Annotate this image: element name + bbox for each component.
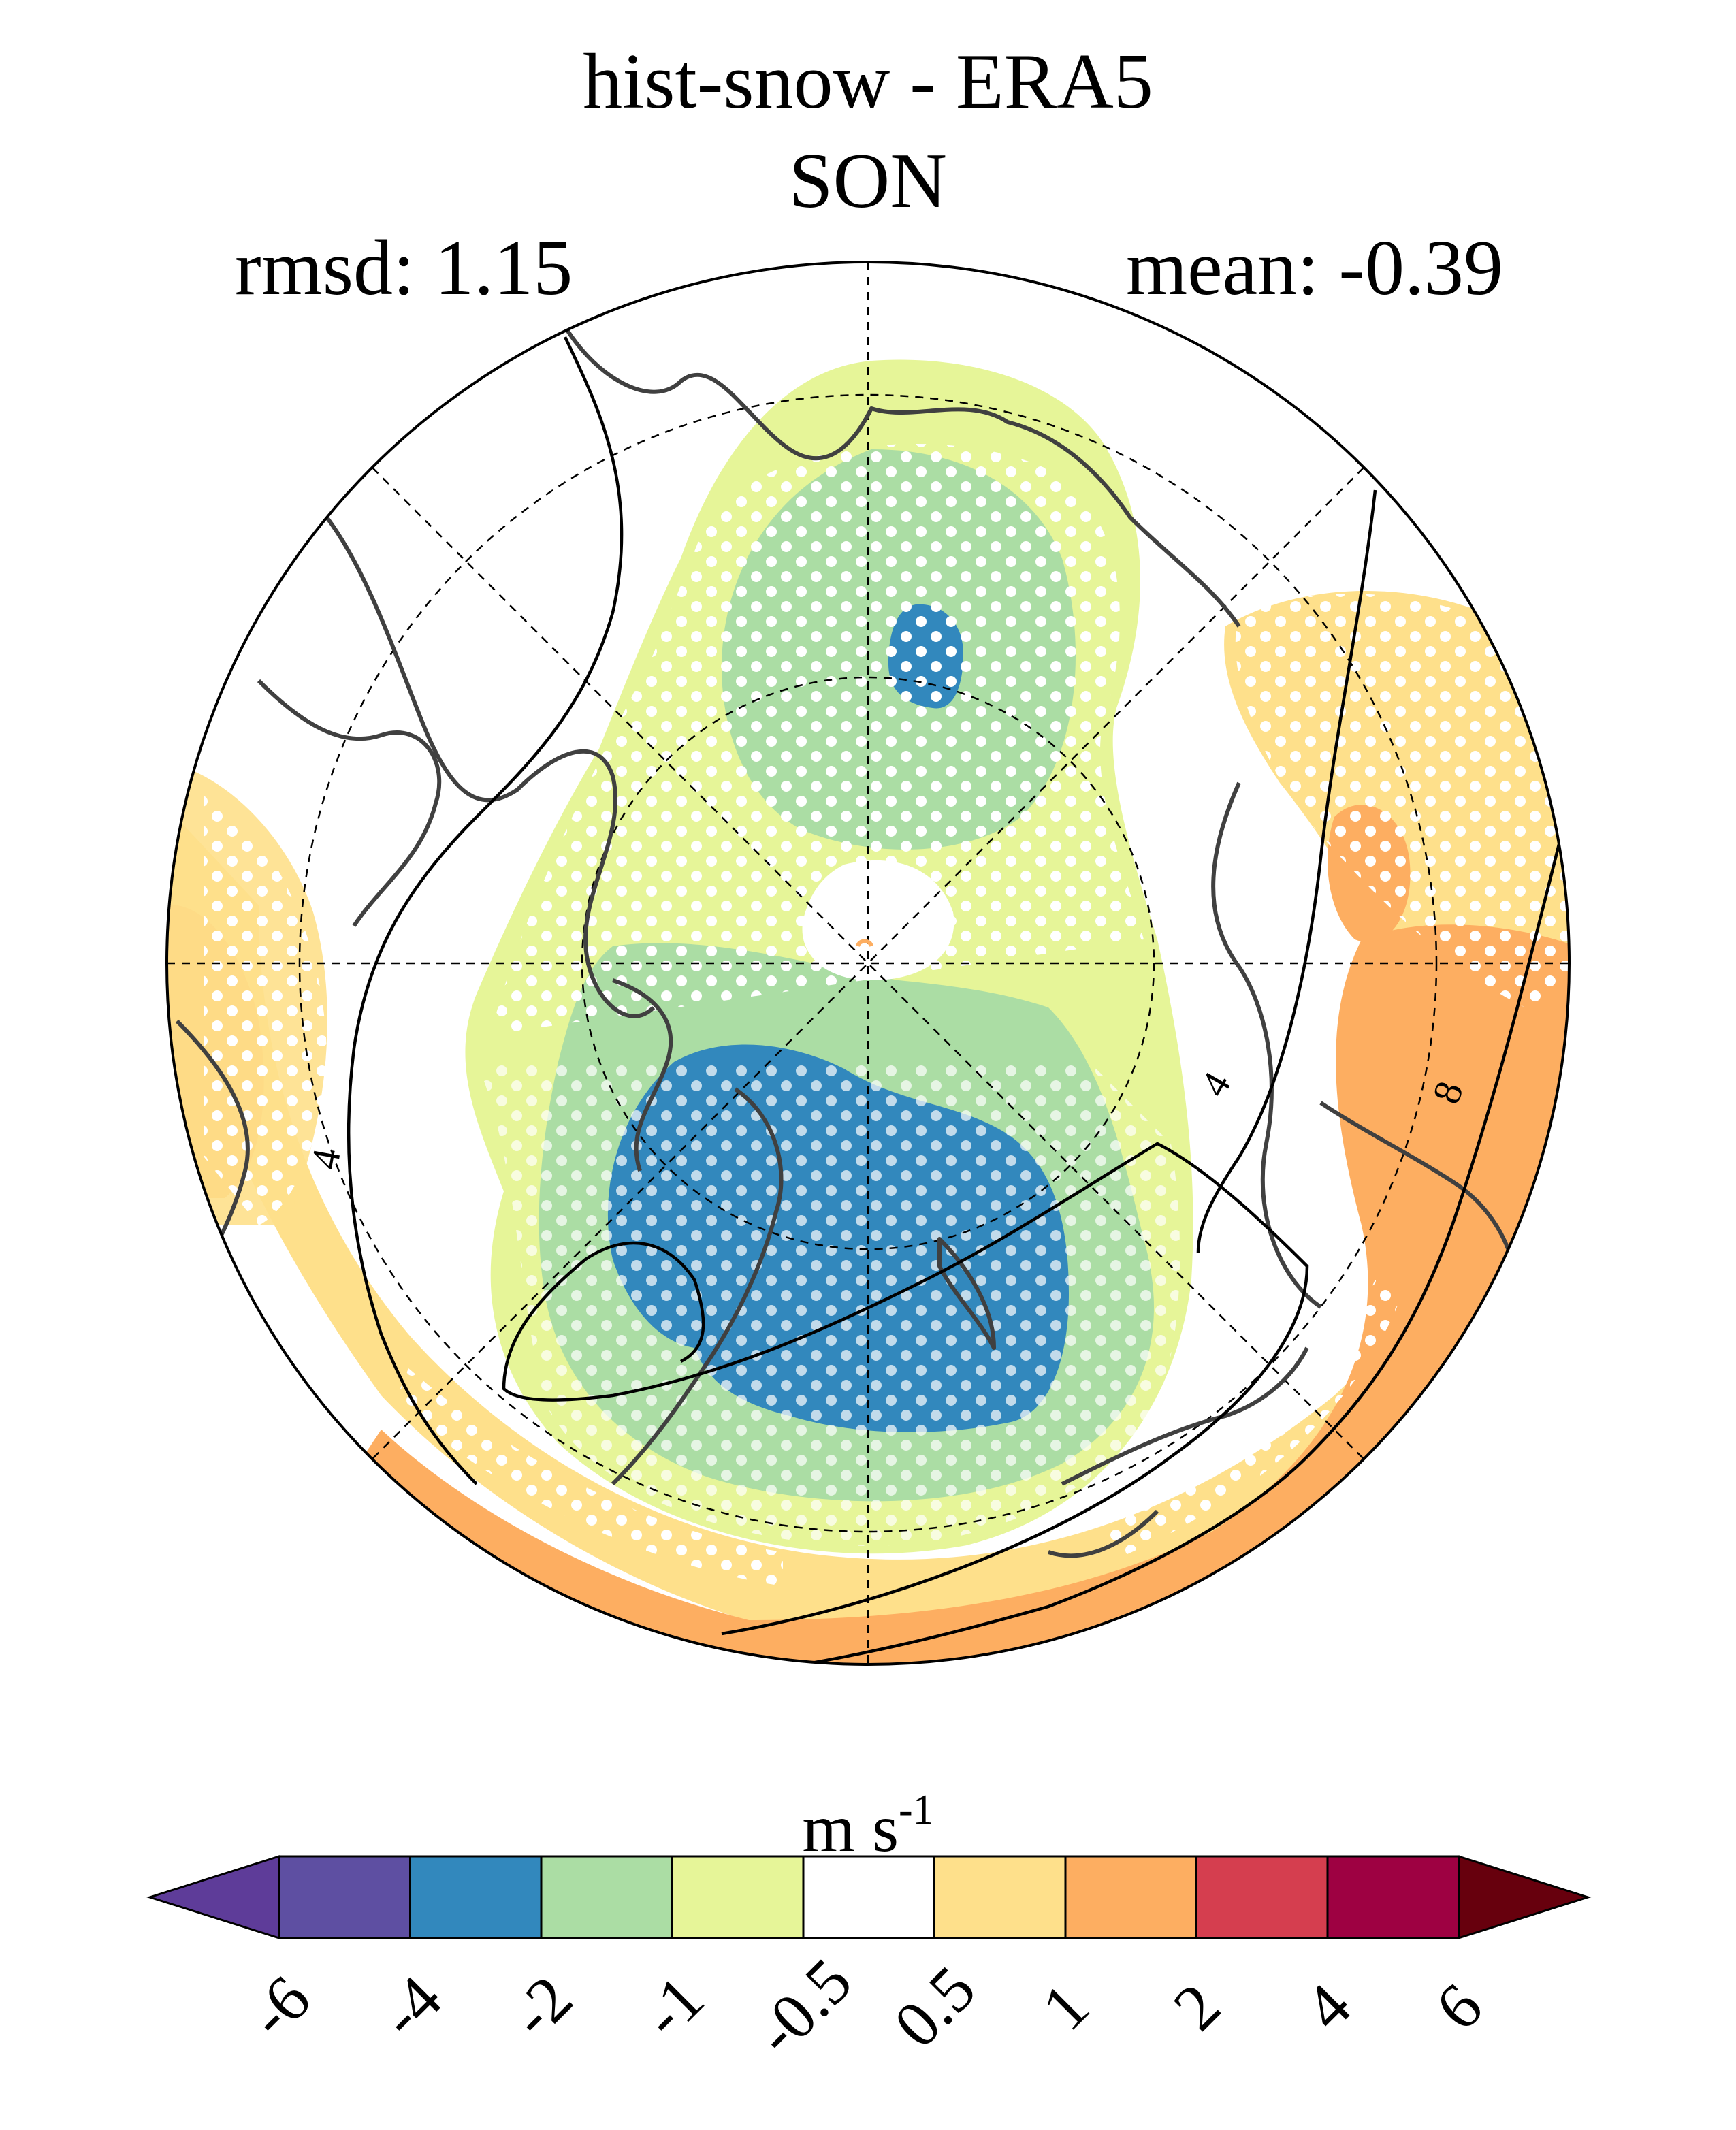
plot-title: hist-snow - ERA5: [583, 38, 1153, 125]
colorbar-box: [1064, 1855, 1197, 1939]
colorbar-box: [278, 1855, 411, 1939]
colorbar-box: [540, 1855, 673, 1939]
stipple-east: [1235, 594, 1569, 1007]
stipple-south: [477, 1062, 1180, 1546]
stipple-north: [490, 444, 1144, 1035]
stipple-bottom: [395, 1280, 1402, 1586]
colorbar-extend-low: [146, 1854, 280, 1940]
colorbar-tick-label: -0.5: [741, 1944, 866, 2069]
graticule: [167, 262, 1569, 1664]
colorbar-unit-exponent: -1: [899, 1787, 934, 1833]
colorbar-box: [1326, 1855, 1460, 1939]
rmsd-label: rmsd: 1.15: [235, 225, 573, 312]
coastlines: [175, 325, 1517, 1558]
colorbar-tick-label: 4: [1289, 1969, 1365, 2044]
climatology-contours: [347, 336, 1561, 1664]
colorbar-box: [1195, 1855, 1329, 1939]
colorbar-tick-label: -6: [234, 1961, 324, 2052]
colorbar-tick-label: 0.5: [879, 1952, 989, 2061]
mean-label: mean: -0.39: [1125, 225, 1503, 312]
polar-map: 4 4 8: [165, 261, 1571, 1666]
colorbar-box: [802, 1855, 935, 1939]
colorbar-tick-label: -4: [365, 1961, 455, 2052]
colorbar-extend-high: [1458, 1854, 1592, 1940]
colorbar-tick-label: 6: [1421, 1969, 1496, 2044]
colorbar-tick-label: 2: [1159, 1969, 1234, 2044]
colorbar-unit-base: m s: [802, 1790, 899, 1866]
map-boundary: [165, 261, 1571, 1666]
colorbar-tick-label: -1: [627, 1961, 718, 2052]
colorbar-box: [409, 1855, 543, 1939]
field-layer: [167, 262, 1569, 1664]
orange-band-bottom-left: [354, 1430, 749, 1661]
colorbar-box: [933, 1855, 1067, 1939]
colorbar-tick-label: 1: [1027, 1969, 1103, 2044]
colorbar-tick-label: -2: [496, 1961, 586, 2052]
stipple-west: [204, 790, 327, 1225]
colorbar-boxes: [146, 1854, 1592, 1940]
season-label: SON: [788, 138, 948, 225]
colorbar-unit: m s-1: [0, 1789, 1736, 1862]
colorbar-box: [671, 1855, 805, 1939]
